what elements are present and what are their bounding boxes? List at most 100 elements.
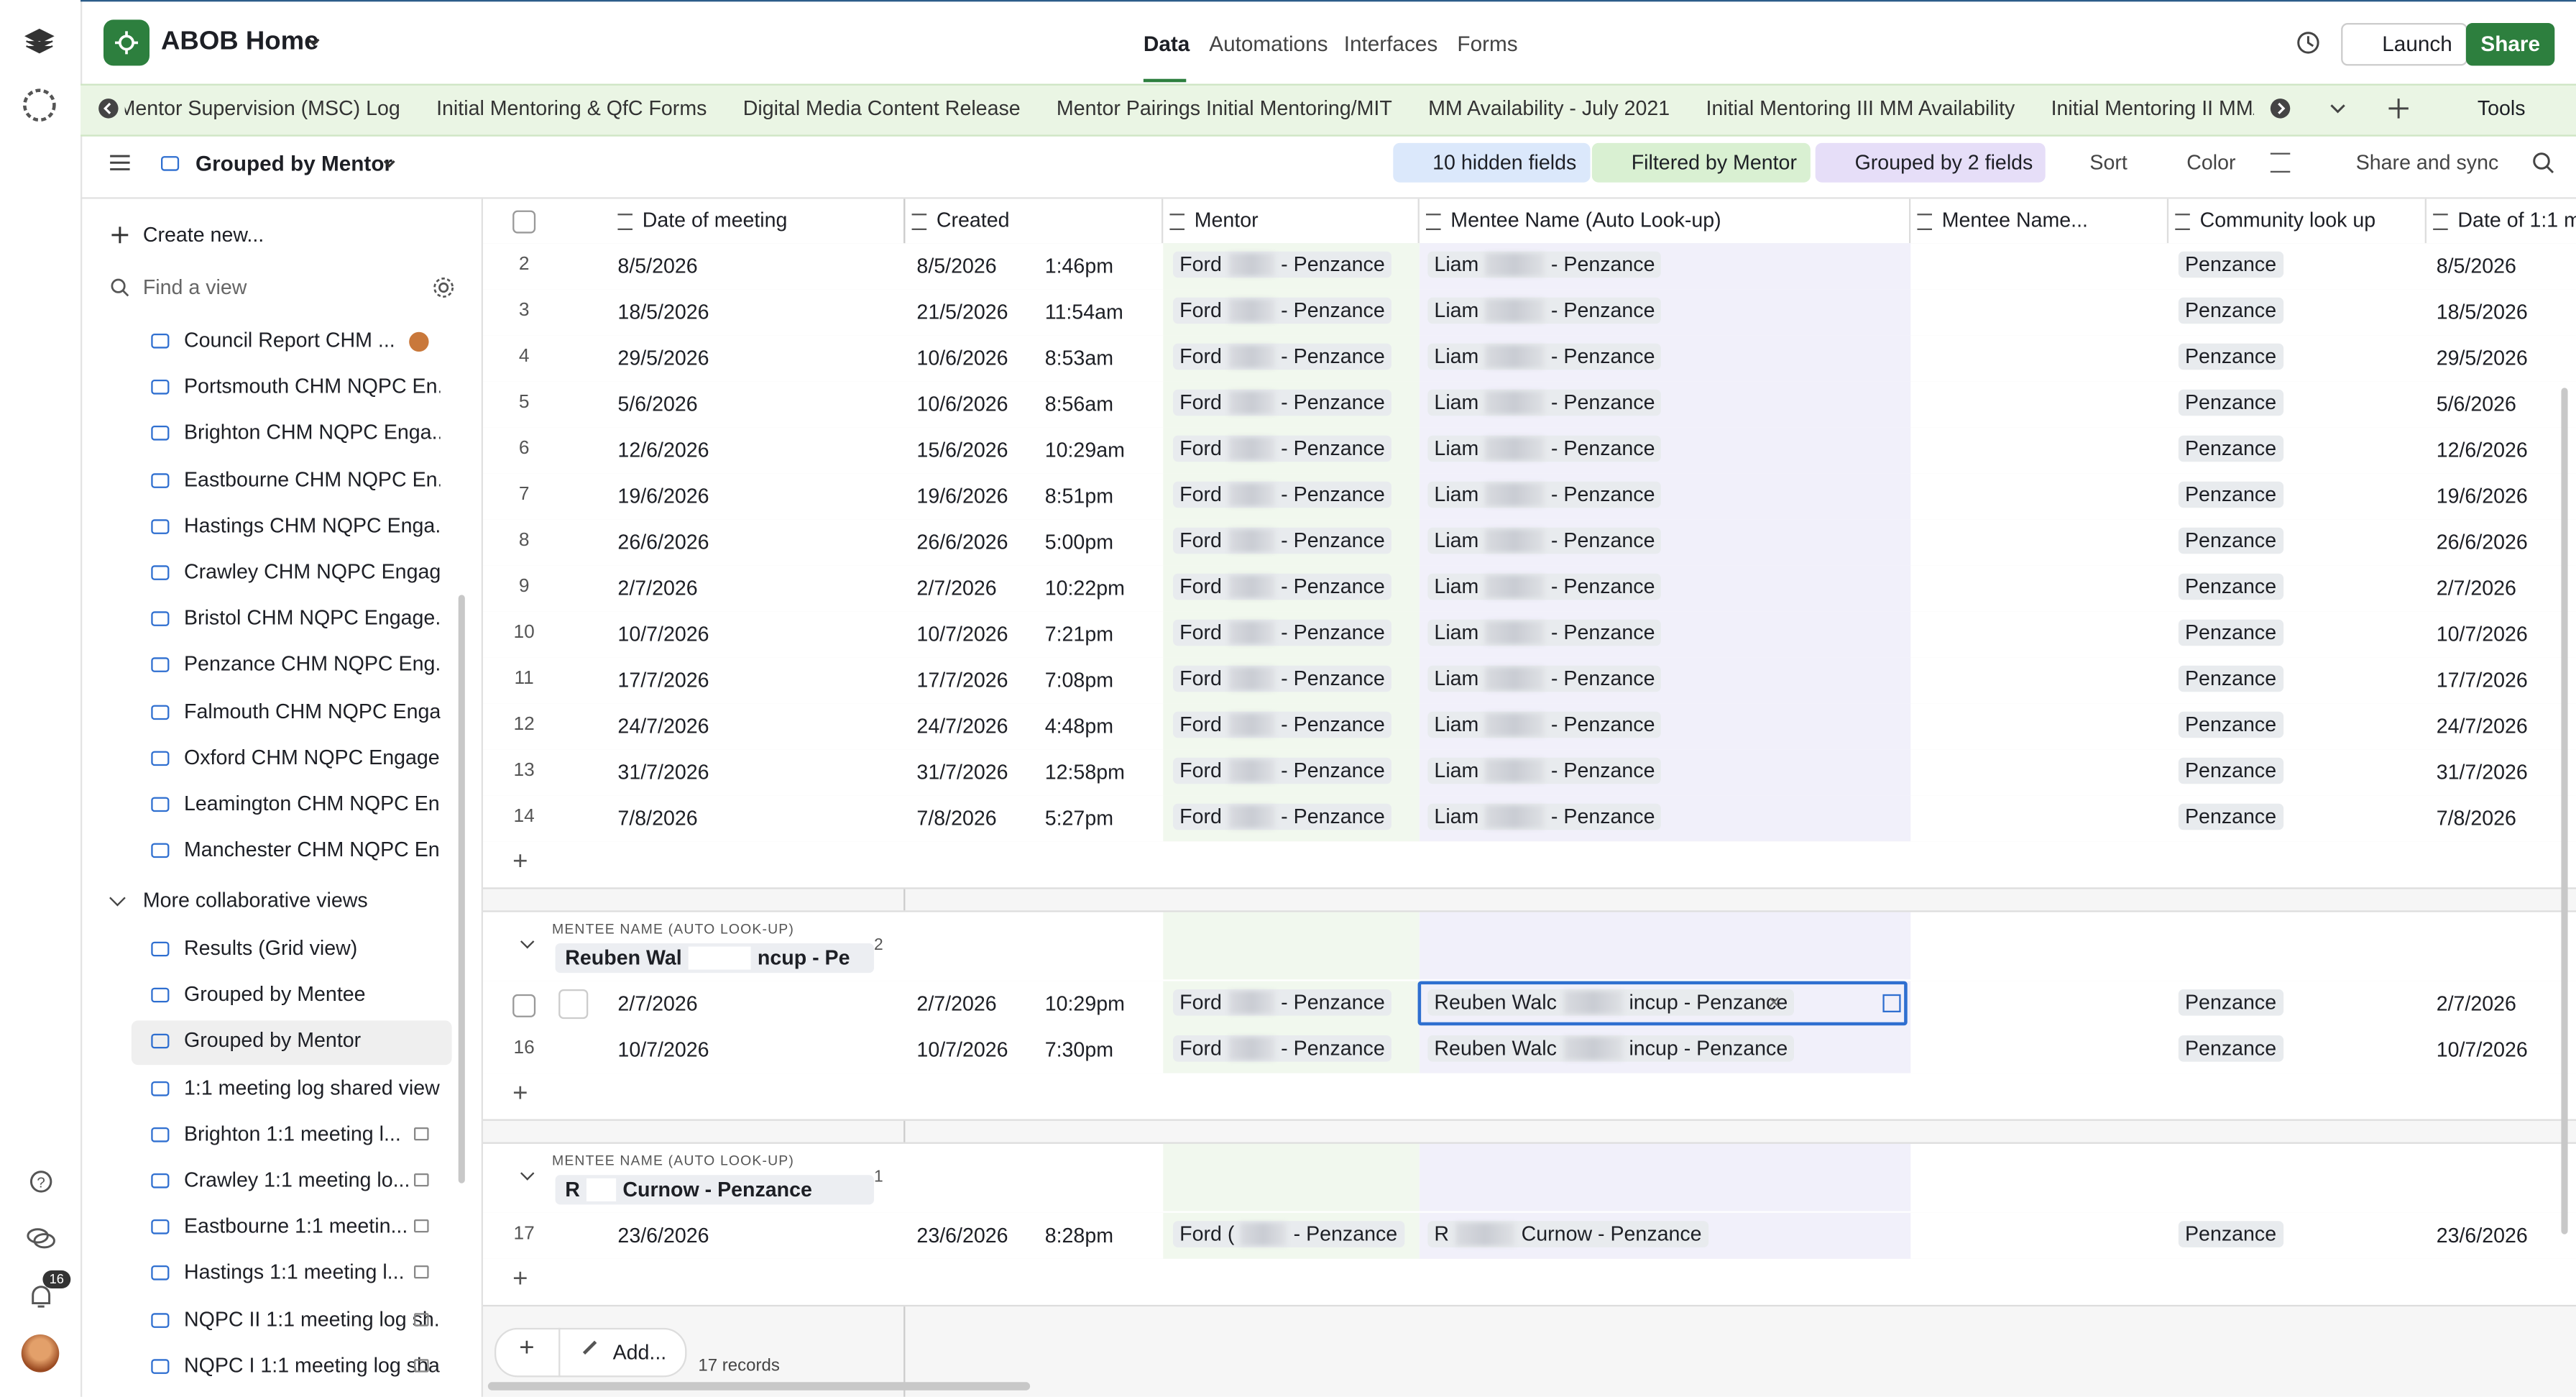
footer-add[interactable]: + bbox=[519, 1334, 535, 1362]
search-icon[interactable] bbox=[2531, 151, 2554, 174]
table-tab[interactable]: Initial Mentoring & QfC Forms bbox=[436, 96, 707, 120]
view-item[interactable]: NQPC II 1:1 meeting log sh... bbox=[183, 1307, 441, 1331]
view-item[interactable]: Bristol CHM NQPC Engage... bbox=[183, 606, 441, 630]
footer-add-label[interactable]: Add... bbox=[612, 1341, 667, 1365]
tabs-right[interactable] bbox=[2269, 97, 2292, 120]
mentor-first: Ford bbox=[1179, 482, 1222, 506]
launch-button[interactable]: Launch bbox=[2341, 22, 2467, 66]
view-item[interactable]: Penzance CHM NQPC Eng... bbox=[183, 653, 441, 677]
add-table[interactable] bbox=[2387, 97, 2410, 120]
app-name[interactable]: ABOB Home bbox=[160, 27, 319, 56]
created-time: 11:54am bbox=[1044, 301, 1123, 324]
view-item[interactable]: Leamington CHM NQPC En... bbox=[183, 792, 441, 815]
find-view[interactable]: Find a view bbox=[142, 275, 247, 299]
bell-icon[interactable] bbox=[28, 1283, 55, 1310]
selected-cell[interactable] bbox=[1417, 981, 1908, 1026]
sidebar-toggle[interactable] bbox=[109, 153, 132, 173]
help-icon[interactable]: ? bbox=[28, 1168, 55, 1195]
share-button[interactable]: Share bbox=[2465, 22, 2555, 66]
avatar[interactable] bbox=[21, 1334, 60, 1373]
nav-tab[interactable]: Automations bbox=[1209, 31, 1328, 56]
v-scrollbar bbox=[2561, 388, 2568, 1235]
mentee-last: - Penzance bbox=[1550, 298, 1655, 322]
table-tab[interactable]: Mentor Pairings Initial Mentoring/MIT bbox=[1056, 96, 1392, 120]
column-header[interactable]: Created bbox=[936, 209, 1010, 232]
mentor: Ford - Penzance bbox=[1172, 435, 1392, 462]
mentor-last: - Penzance bbox=[1281, 759, 1385, 782]
column-header[interactable]: Mentee Name... bbox=[1941, 209, 2088, 232]
workspace-icon[interactable] bbox=[19, 86, 59, 125]
column-header[interactable]: Community look up bbox=[2199, 209, 2376, 232]
column-icon bbox=[2433, 214, 2448, 230]
tools-menu[interactable]: Tools bbox=[2477, 96, 2526, 120]
add-row-plus[interactable]: + bbox=[512, 1265, 528, 1293]
view-item[interactable]: Portsmouth CHM NQPC En... bbox=[183, 375, 441, 398]
view-name[interactable]: Grouped by Mentor bbox=[195, 151, 393, 176]
create-new[interactable]: Create new... bbox=[142, 223, 264, 247]
view-item[interactable]: 1:1 meeting log shared view bbox=[183, 1076, 440, 1099]
remove-x[interactable]: × bbox=[1767, 989, 1780, 1014]
table-tab[interactable]: MM Availability - July 2021 bbox=[1428, 96, 1670, 120]
blur bbox=[1228, 298, 1275, 322]
nav-tab[interactable]: Interfaces bbox=[1343, 31, 1438, 56]
nav-tab[interactable]: Data bbox=[1143, 31, 1190, 56]
column-header[interactable]: Date of 1:1 m bbox=[2457, 209, 2576, 232]
view-item[interactable]: Manchester CHM NQPC En... bbox=[183, 838, 441, 862]
toolbar-button[interactable]: Filtered by Mentor bbox=[1591, 142, 1811, 183]
view-item[interactable]: Results (Grid view) bbox=[183, 936, 358, 960]
history-icon[interactable] bbox=[2295, 29, 2322, 56]
view-item[interactable]: Grouped by Mentee bbox=[183, 983, 366, 1007]
column-header[interactable]: Mentee Name (Auto Look-up) bbox=[1450, 209, 1721, 232]
table-tab[interactable]: Mentor Supervision (MSC) Log bbox=[124, 96, 400, 120]
column-header[interactable]: Date of meeting bbox=[642, 209, 788, 232]
view-item[interactable]: Eastbourne 1:1 meetin... bbox=[183, 1214, 408, 1238]
view-item[interactable]: Oxford CHM NQPC Engage... bbox=[183, 746, 441, 769]
community-icon[interactable] bbox=[27, 1226, 56, 1249]
tabs-more[interactable] bbox=[2328, 99, 2347, 118]
mentor-last: - Penzance bbox=[1281, 390, 1385, 414]
mentor-last: - Penzance bbox=[1281, 620, 1385, 644]
expand-cell[interactable] bbox=[1882, 994, 1901, 1012]
view-item[interactable]: Hastings CHM NQPC Enga... bbox=[183, 513, 441, 537]
view-item[interactable]: Brighton CHM NQPC Enga... bbox=[183, 421, 441, 445]
view-item[interactable]: Grouped by Mentor bbox=[183, 1029, 362, 1053]
section-title[interactable]: More collaborative views bbox=[142, 889, 368, 912]
view-item[interactable]: Brighton 1:1 meeting l... bbox=[183, 1122, 401, 1145]
mentee: Liam - Penzance bbox=[1427, 711, 1662, 738]
mentee-last: - Penzance bbox=[1550, 805, 1655, 828]
table-tab[interactable]: Initial Mentoring III MM Availability bbox=[1706, 96, 2015, 120]
settings-icon[interactable] bbox=[432, 276, 455, 299]
expand-button[interactable] bbox=[558, 989, 589, 1020]
mentee-last: incup - Penzance bbox=[1629, 991, 1788, 1014]
view-item[interactable]: Eastbourne CHM NQPC En... bbox=[183, 467, 441, 491]
created-date: 10/6/2026 bbox=[916, 393, 1008, 416]
toolbar-button[interactable]: Sort bbox=[2089, 151, 2128, 175]
view-item[interactable]: NQPC I 1:1 meeting log sha... bbox=[183, 1353, 441, 1377]
created-time: 7:21pm bbox=[1044, 623, 1114, 646]
view-item[interactable]: Crawley 1:1 meeting lo... bbox=[183, 1168, 410, 1192]
view-item[interactable]: Crawley CHM NQPC Engag... bbox=[183, 560, 441, 584]
table-tab[interactable]: Digital Media Content Release bbox=[742, 96, 1021, 120]
nav-tab[interactable]: Forms bbox=[1457, 31, 1518, 56]
add-row-plus[interactable]: + bbox=[512, 1079, 528, 1108]
grid-icon bbox=[151, 1081, 170, 1096]
blur bbox=[1228, 436, 1275, 460]
row-checkbox[interactable] bbox=[512, 994, 536, 1017]
home-icon[interactable] bbox=[23, 27, 56, 60]
view-item[interactable]: Hastings 1:1 meeting l... bbox=[183, 1261, 405, 1285]
grid-icon bbox=[151, 843, 170, 858]
column-header[interactable]: Mentor bbox=[1194, 209, 1259, 232]
tabs-left[interactable] bbox=[97, 97, 120, 120]
mentee-first: Liam bbox=[1434, 759, 1479, 782]
view-item[interactable]: Falmouth CHM NQPC Enga... bbox=[183, 699, 441, 723]
header-checkbox[interactable] bbox=[512, 210, 536, 234]
view-item[interactable]: Council Report CHM ... bbox=[183, 329, 395, 352]
created-date: 10/7/2026 bbox=[916, 623, 1008, 646]
add-row-plus[interactable]: + bbox=[512, 848, 528, 876]
app-icon[interactable] bbox=[103, 19, 150, 66]
toolbar-button[interactable]: 10 hidden fields bbox=[1393, 142, 1590, 183]
toolbar-button[interactable]: Color bbox=[2186, 151, 2236, 175]
toolbar-button[interactable]: Share and sync bbox=[2355, 151, 2499, 175]
toolbar-button[interactable]: Grouped by 2 fields bbox=[1815, 142, 2046, 183]
